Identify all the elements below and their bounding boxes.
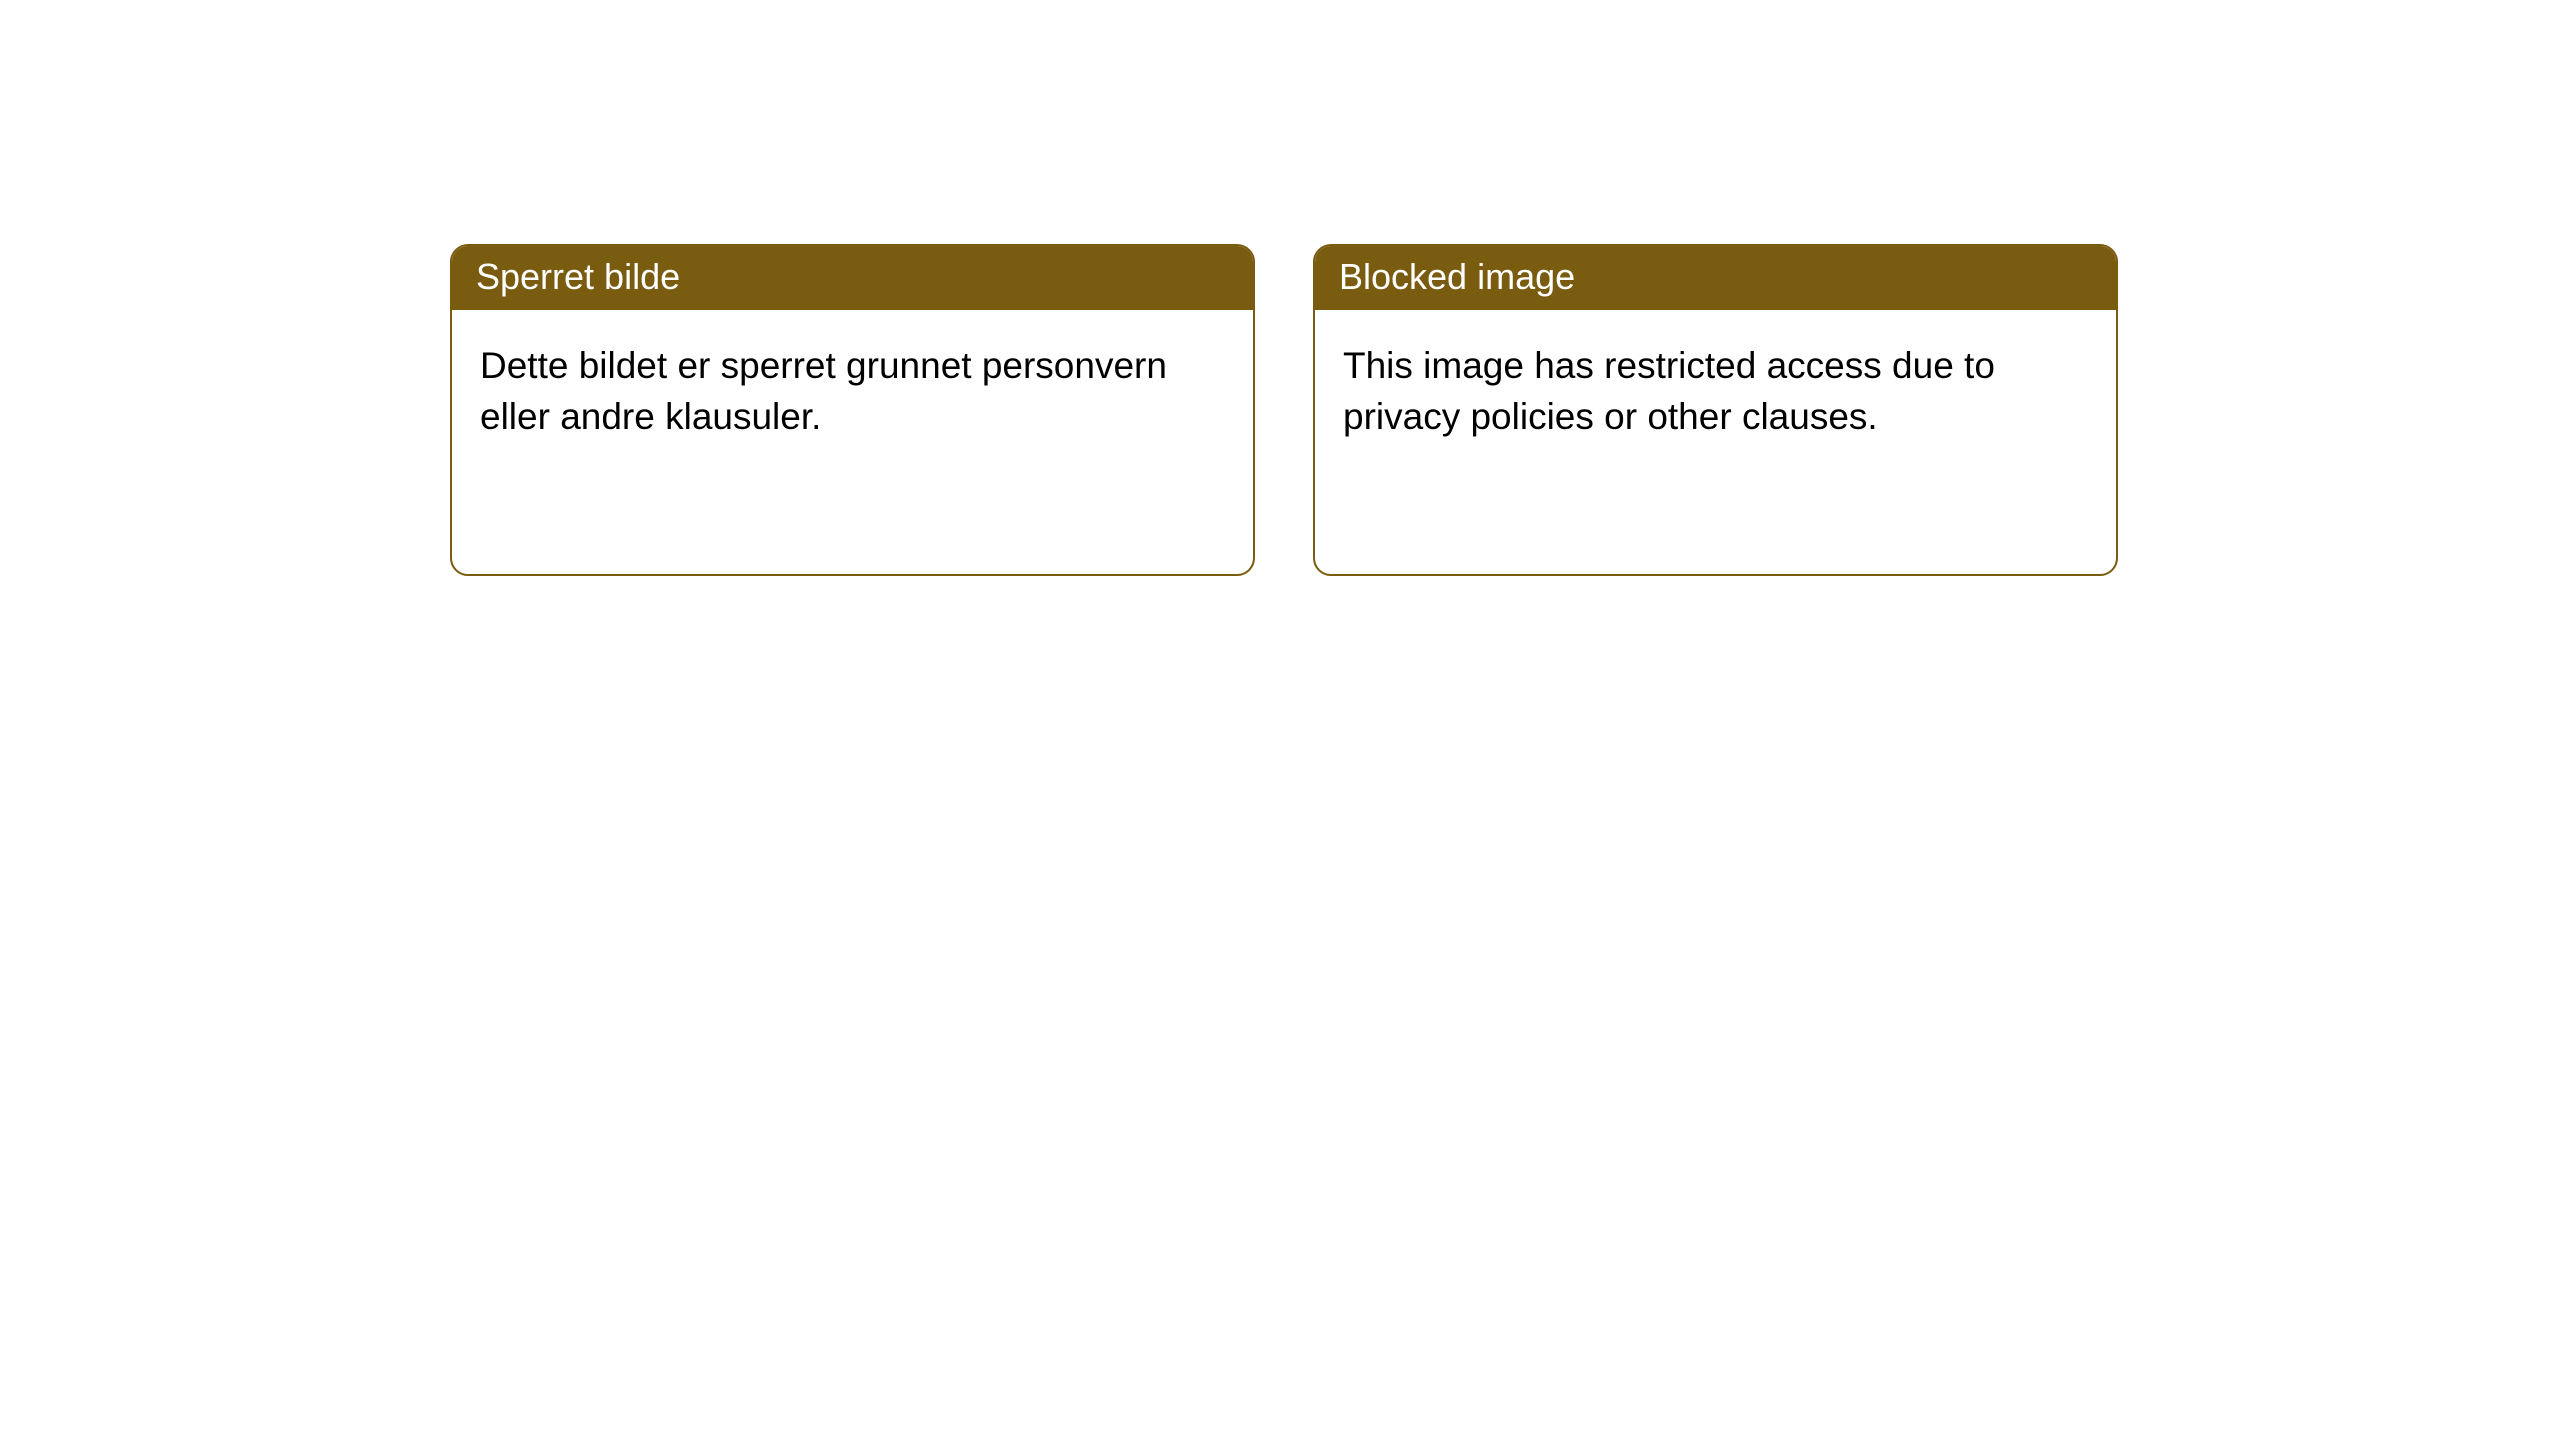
blocked-image-card-en: Blocked image This image has restricted … bbox=[1313, 244, 2118, 576]
card-header: Blocked image bbox=[1315, 246, 2116, 310]
card-title: Blocked image bbox=[1339, 256, 1575, 297]
card-body-text: Dette bildet er sperret grunnet personve… bbox=[480, 345, 1167, 437]
card-header: Sperret bilde bbox=[452, 246, 1253, 310]
card-body: Dette bildet er sperret grunnet personve… bbox=[452, 310, 1253, 472]
blocked-image-card-no: Sperret bilde Dette bildet er sperret gr… bbox=[450, 244, 1255, 576]
card-title: Sperret bilde bbox=[476, 256, 680, 297]
card-container: Sperret bilde Dette bildet er sperret gr… bbox=[0, 0, 2560, 576]
card-body-text: This image has restricted access due to … bbox=[1343, 345, 1995, 437]
card-body: This image has restricted access due to … bbox=[1315, 310, 2116, 472]
